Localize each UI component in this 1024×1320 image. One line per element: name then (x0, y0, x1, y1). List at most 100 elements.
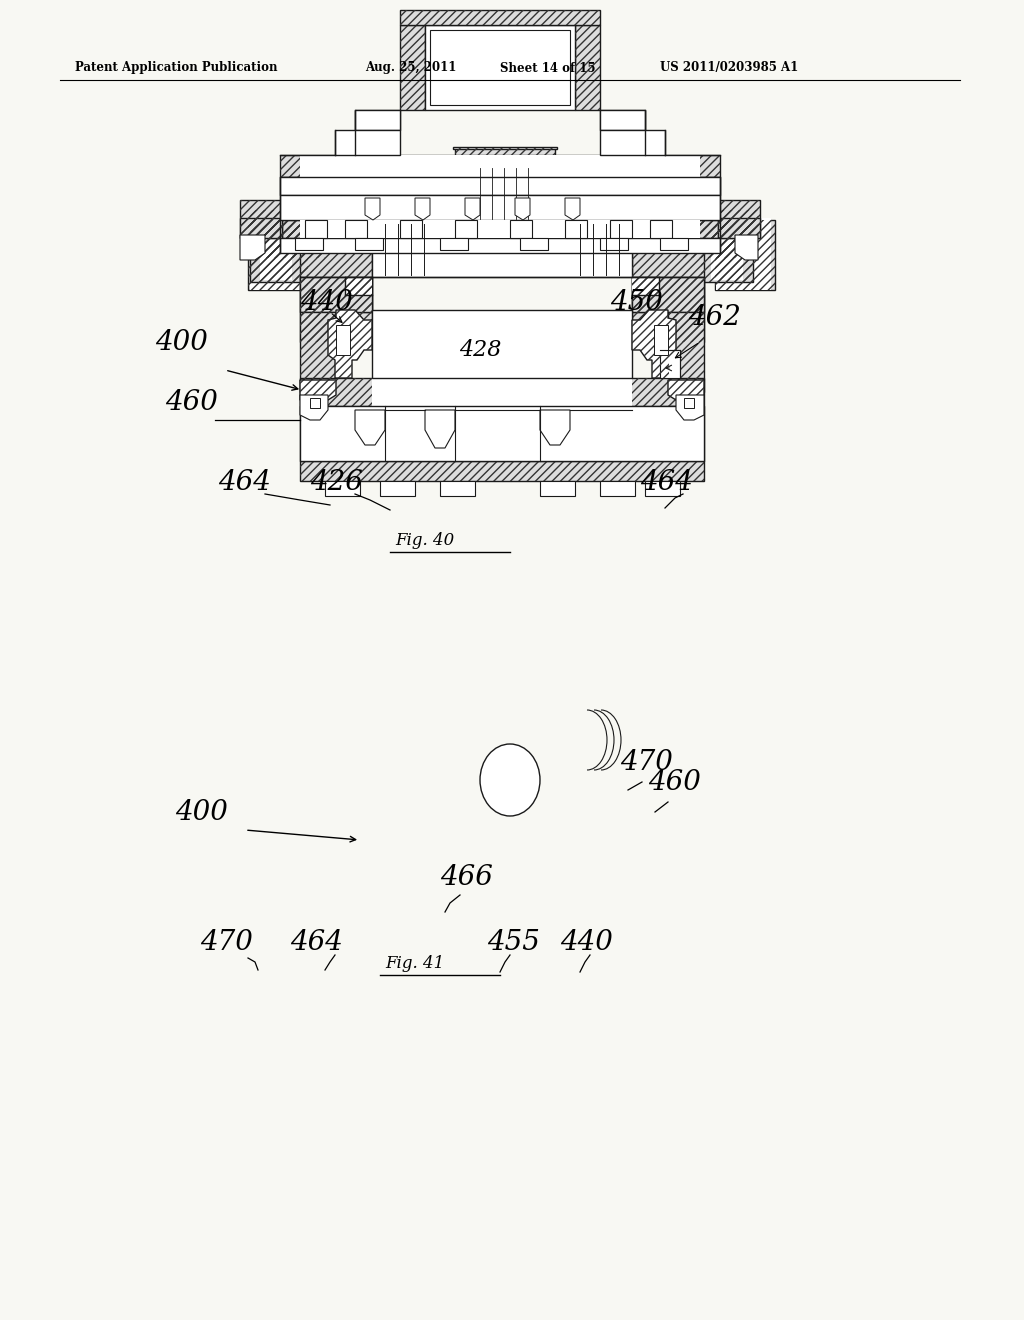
Text: 440: 440 (560, 929, 613, 956)
Bar (300, 191, 455, 222)
Bar (632, 277, 705, 312)
Bar (470, 166, 534, 220)
Polygon shape (632, 310, 676, 378)
Bar (400, 11, 600, 25)
Bar (632, 277, 659, 294)
Bar (600, 238, 628, 249)
Bar (240, 201, 282, 238)
Text: US 2011/0203985 A1: US 2011/0203985 A1 (660, 62, 799, 74)
Bar (300, 407, 336, 461)
Bar (300, 277, 372, 312)
Bar (455, 148, 555, 166)
Bar (703, 210, 758, 257)
Bar (300, 191, 455, 222)
Bar (355, 110, 400, 129)
Bar (668, 407, 705, 461)
Polygon shape (335, 129, 400, 154)
Bar (300, 154, 700, 177)
Polygon shape (515, 198, 530, 220)
Bar (240, 218, 282, 238)
Polygon shape (600, 129, 665, 154)
Text: 464: 464 (218, 469, 271, 496)
Bar (300, 222, 372, 342)
Bar (660, 238, 688, 249)
Bar (372, 310, 632, 378)
Bar (355, 110, 400, 129)
Polygon shape (735, 235, 758, 260)
Bar (250, 226, 302, 282)
Text: 470: 470 (200, 929, 253, 956)
Bar (300, 277, 372, 312)
Bar (610, 220, 632, 238)
Text: 400: 400 (175, 799, 228, 826)
Text: 464: 464 (290, 929, 343, 956)
Text: 428: 428 (459, 339, 501, 360)
Polygon shape (415, 198, 430, 220)
Polygon shape (600, 110, 645, 129)
Bar (600, 480, 635, 496)
Bar (668, 312, 705, 392)
Bar (280, 220, 720, 238)
Text: Patent Application Publication: Patent Application Publication (75, 62, 278, 74)
Bar (668, 312, 705, 392)
Bar (718, 201, 760, 238)
Bar (600, 110, 645, 129)
Bar (300, 312, 336, 392)
Bar (280, 154, 720, 177)
Bar (280, 238, 720, 253)
Bar (345, 220, 367, 238)
Bar (260, 228, 292, 280)
Text: 460: 460 (648, 770, 700, 796)
Polygon shape (654, 325, 668, 355)
Bar (650, 220, 672, 238)
Bar (280, 195, 720, 220)
Bar (510, 220, 532, 238)
Bar (425, 25, 575, 110)
Bar (549, 191, 705, 222)
Polygon shape (300, 380, 336, 400)
Bar (250, 220, 325, 257)
Bar (575, 25, 600, 110)
Bar (453, 147, 557, 149)
Polygon shape (668, 380, 705, 400)
Polygon shape (565, 198, 580, 220)
Bar (716, 218, 771, 290)
Bar (248, 220, 308, 290)
Bar (280, 177, 720, 195)
Bar (380, 480, 415, 496)
Bar (300, 407, 705, 461)
Bar (679, 220, 754, 257)
Polygon shape (365, 198, 380, 220)
Bar (355, 238, 383, 249)
Bar (549, 191, 705, 222)
Bar (715, 220, 775, 290)
Bar (718, 218, 760, 238)
Bar (600, 110, 645, 129)
Polygon shape (465, 198, 480, 220)
Polygon shape (310, 399, 319, 408)
Polygon shape (336, 325, 350, 355)
Bar (300, 407, 336, 461)
Text: 455: 455 (487, 929, 540, 956)
Bar (703, 210, 758, 257)
Bar (668, 407, 705, 461)
Bar (300, 378, 705, 407)
Bar (305, 220, 327, 238)
Polygon shape (540, 411, 570, 445)
Bar (440, 480, 475, 496)
Bar (632, 277, 705, 312)
Bar (701, 226, 753, 282)
Text: 400: 400 (155, 329, 208, 356)
Bar (660, 350, 680, 378)
Text: 426: 426 (310, 469, 362, 496)
Bar (240, 218, 282, 238)
Bar (632, 222, 705, 342)
Bar (372, 378, 632, 407)
Bar (372, 222, 632, 277)
Bar (632, 277, 705, 312)
Bar (300, 378, 705, 407)
Polygon shape (328, 310, 372, 378)
Text: 450: 450 (610, 289, 663, 315)
Text: Fig. 41: Fig. 41 (385, 954, 444, 972)
Bar (345, 277, 372, 294)
